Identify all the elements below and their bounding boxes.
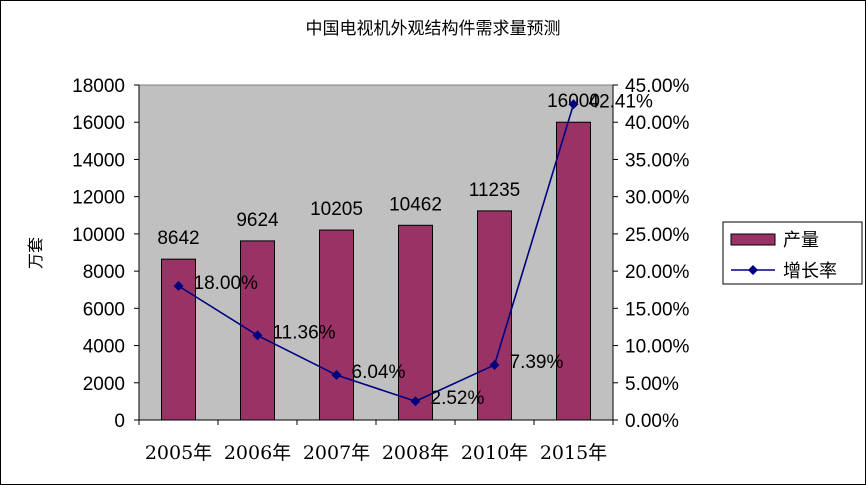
y-right-tick-label: 0.00% bbox=[625, 411, 679, 432]
y-right-tick-label: 30.00% bbox=[625, 188, 690, 209]
line-data-label: 2.52% bbox=[431, 388, 485, 409]
y-right-tick-label: 5.00% bbox=[625, 374, 679, 395]
bar bbox=[556, 121, 591, 421]
legend-marker-line bbox=[748, 265, 758, 275]
y-right-tick-label: 10.00% bbox=[625, 337, 690, 358]
line-point bbox=[568, 99, 579, 110]
x-tick-label: 2008年 bbox=[382, 442, 449, 464]
bar bbox=[319, 229, 354, 421]
x-tick-label: 2010年 bbox=[461, 442, 528, 464]
y-axis-title: 万套 bbox=[26, 237, 45, 269]
y-right-tick-label: 35.00% bbox=[625, 150, 690, 171]
line-point bbox=[173, 281, 184, 291]
x-tick-label: 2005年 bbox=[145, 442, 212, 464]
line-data-label: 6.04% bbox=[352, 362, 406, 383]
line-data-label: 7.39% bbox=[510, 352, 564, 373]
y-left-tick-label: 12000 bbox=[72, 188, 125, 209]
bar-data-label: 8642 bbox=[157, 228, 199, 249]
chart-title: 中国电视机外观结构件需求量预测 bbox=[306, 19, 561, 39]
x-tick-label: 2006年 bbox=[224, 442, 291, 464]
x-tick-label: 2007年 bbox=[303, 442, 370, 464]
line-point bbox=[331, 370, 342, 381]
legend-label-bar: 产量 bbox=[783, 230, 819, 251]
y-left-tick-label: 0 bbox=[114, 411, 125, 432]
y-left-tick-label: 6000 bbox=[83, 299, 125, 320]
y-right-tick-label: 25.00% bbox=[625, 225, 690, 246]
bar-data-label: 11235 bbox=[469, 180, 520, 201]
bar-data-label: 9624 bbox=[236, 210, 279, 231]
y-left-tick-label: 8000 bbox=[83, 262, 125, 283]
bar bbox=[477, 210, 512, 421]
legend-box bbox=[722, 221, 863, 285]
legend-label-line: 增长率 bbox=[783, 261, 837, 282]
x-tick-label: 2015年 bbox=[540, 442, 607, 464]
y-right-tick-label: 40.00% bbox=[625, 113, 690, 134]
line-data-label: 42.41% bbox=[589, 91, 654, 112]
y-right-tick-label: 20.00% bbox=[625, 262, 690, 283]
bar bbox=[398, 224, 433, 421]
y-left-tick-label: 18000 bbox=[72, 76, 125, 97]
y-right-tick-label: 45.00% bbox=[625, 76, 690, 97]
line-point bbox=[252, 330, 263, 341]
line-data-label: 11.36% bbox=[273, 322, 336, 343]
y-left-tick-label: 16000 bbox=[72, 113, 125, 134]
bar-data-label: 10462 bbox=[389, 194, 442, 215]
legend-swatch-bar bbox=[730, 233, 776, 246]
line-point bbox=[489, 359, 500, 370]
bar-data-label: 10205 bbox=[310, 199, 363, 220]
y-left-tick-label: 4000 bbox=[83, 337, 125, 358]
series-line bbox=[178, 104, 575, 403]
y-left-tick-label: 14000 bbox=[72, 150, 125, 171]
y-left-tick-label: 2000 bbox=[83, 374, 125, 395]
y-left-tick-label: 10000 bbox=[72, 225, 125, 246]
plot-area bbox=[138, 84, 614, 421]
y-right-tick-label: 15.00% bbox=[625, 299, 690, 320]
line-point bbox=[410, 396, 421, 407]
line-data-label: 18.00% bbox=[194, 273, 259, 294]
